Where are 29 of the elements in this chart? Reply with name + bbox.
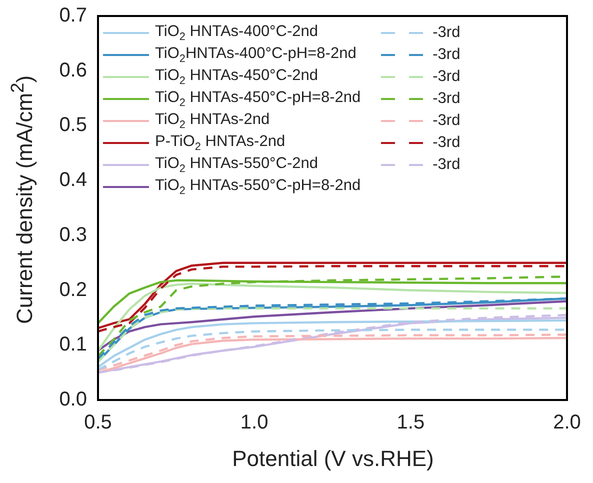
- legend-label: -3rd: [432, 90, 460, 108]
- legend-label: P-TiO$_{2}$ HNTAs-2nd: [155, 132, 286, 154]
- legend-label: TiO$_{2}$ HNTAs-2nd: [155, 110, 270, 132]
- line-series: [98, 307, 567, 363]
- y-tick-label: 0.3: [59, 224, 87, 246]
- legend-label: -3rd: [432, 156, 460, 174]
- y-tick-label: 0.7: [59, 4, 87, 27]
- legend-label: -3rd: [432, 112, 460, 130]
- legend-label: TiO$_{2}$ HNTAs-550°C-2nd: [155, 154, 318, 176]
- legend-label: -3rd: [432, 46, 460, 64]
- legend-label: TiO$_{2}$ HNTAs-400°C-2nd: [155, 22, 318, 44]
- legend-label: TiO$_{2}$ HNTAs-450°C-pH=8-2nd: [155, 88, 361, 110]
- legend-label: -3rd: [432, 134, 460, 152]
- y-tick-label: 0.4: [59, 169, 87, 192]
- x-tick-label: 0.5: [84, 412, 112, 434]
- legend-label: TiO$_{2}$ HNTAs-550°C-pH=8-2nd: [155, 176, 361, 198]
- x-axis-title: Potential (V vs.RHE): [231, 446, 435, 472]
- legend-label: -3rd: [432, 68, 460, 86]
- y-tick-label: 0.2: [59, 278, 87, 301]
- x-tick-label: 1.0: [240, 412, 268, 434]
- y-tick-label: 0.5: [59, 114, 87, 136]
- x-tick-label: 2.0: [553, 412, 581, 434]
- legend-label: -3rd: [432, 24, 460, 42]
- y-tick-label: 0.0: [59, 388, 87, 411]
- y-tick-label: 0.1: [59, 334, 87, 356]
- legend-label: TiO$_{2}$HNTAs-400°C-pH=8-2nd: [155, 44, 356, 66]
- legend-label: TiO$_{2}$ HNTAs-450°C-2nd: [155, 66, 318, 88]
- x-tick-label: 1.5: [396, 412, 425, 434]
- y-tick-label: 0.6: [59, 59, 87, 82]
